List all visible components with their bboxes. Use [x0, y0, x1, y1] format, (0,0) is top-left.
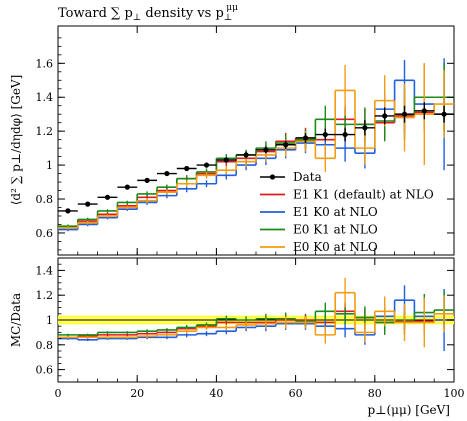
- main-ytick-label: 1.6: [36, 57, 54, 70]
- ratio-ytick-label: 0.6: [36, 364, 54, 377]
- data-point: [124, 184, 130, 190]
- data-point: [322, 131, 328, 138]
- main-ytick-label: 0.8: [36, 193, 54, 206]
- ratio-xtick-label: 100: [444, 387, 465, 400]
- legend: Data E1 K1 (default) at NLO E1 K0 at NLO E0…: [260, 170, 434, 254]
- legend-label: Data: [293, 170, 322, 184]
- data-point: [223, 157, 229, 163]
- data-point: [283, 142, 289, 148]
- data-point: [421, 108, 427, 114]
- data-point: [263, 147, 269, 153]
- main-panel-frame: [57, 25, 455, 256]
- ratio-ytick-label: 1: [46, 314, 53, 327]
- data-point: [203, 162, 210, 168]
- ratio-panel: 0.6 0.8 1 1.2 1.4 0 20 40 60 80 100 MC/Data p⊥(μμ…: [9, 257, 465, 417]
- data-point: [85, 201, 91, 207]
- data-point: [164, 170, 170, 177]
- ratio-ytick-label: 1.2: [36, 289, 54, 302]
- data-point: [382, 113, 388, 119]
- chart-title: Toward ∑ p⊥ density vs p⊥μμ: [58, 3, 238, 23]
- data-point: [401, 111, 408, 117]
- data-point: [104, 194, 111, 200]
- main-ytick-label: 1.2: [36, 125, 54, 138]
- data-point: [342, 131, 348, 138]
- main-ytick-label: 1.4: [36, 91, 54, 104]
- x-axis-title: p⊥(μμ) [GeV]: [368, 403, 450, 417]
- main-ytick-label: 0.6: [36, 227, 54, 240]
- ratio-ytick-label: 1.4: [36, 264, 54, 277]
- ratio-xtick-label: 20: [130, 387, 144, 400]
- ratio-xtick-label: 40: [209, 387, 223, 400]
- data-point: [302, 135, 309, 141]
- ratio-xtick-label: 80: [368, 387, 382, 400]
- main-panel: 0.6 0.8 1 1.2 1.4 1.6 ⟨d² ∑ p⊥/dηdφ⟩ [GeV] Da…: [9, 25, 455, 256]
- ratio-xtick-label: 0: [55, 387, 62, 400]
- data-point: [243, 152, 249, 158]
- legend-label: E0 K0 at NLO: [293, 240, 378, 254]
- ratio-series-E0K0: [58, 277, 454, 348]
- ratio-ytick-label: 0.8: [36, 339, 54, 352]
- data-point: [184, 165, 190, 172]
- ratio-y-axis-title: MC/Data: [9, 293, 23, 347]
- legend-marker-data-dot: [269, 174, 276, 180]
- data-point: [441, 111, 447, 117]
- data-point: [362, 125, 368, 131]
- legend-label: E0 K1 at NLO: [293, 223, 378, 237]
- legend-label: E1 K1 (default) at NLO: [293, 188, 434, 202]
- main-ytick-label: 1: [46, 159, 53, 172]
- legend-label: E1 K0 at NLO: [293, 205, 378, 219]
- ratio-xtick-label: 60: [289, 387, 303, 400]
- main-y-axis-title: ⟨d² ∑ p⊥/dηdφ⟩ [GeV]: [9, 75, 23, 206]
- data-point: [65, 208, 71, 214]
- data-point: [144, 177, 150, 183]
